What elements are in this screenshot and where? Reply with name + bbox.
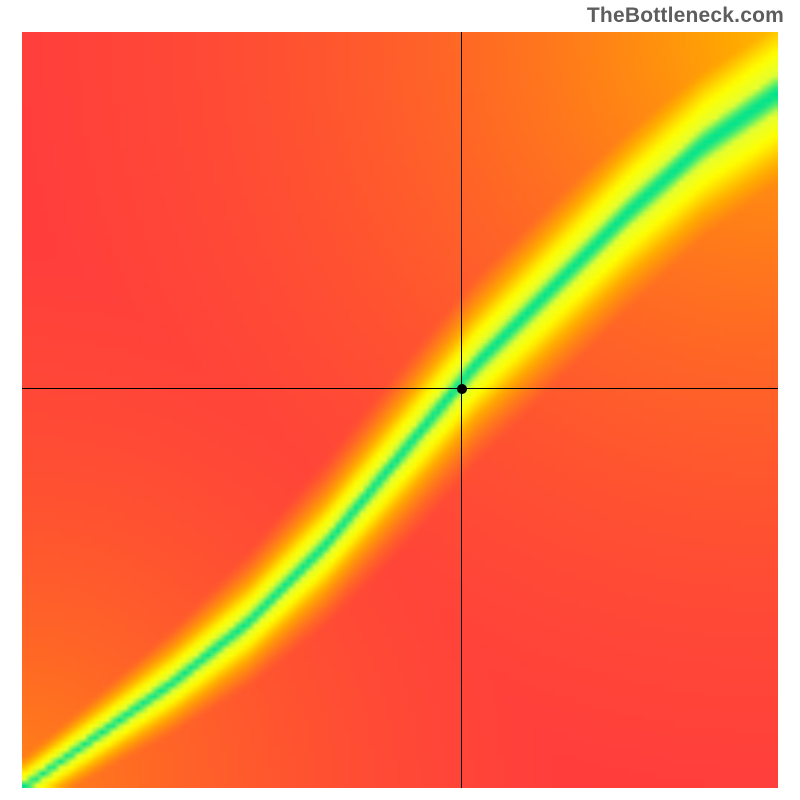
crosshair-vertical (461, 32, 462, 788)
chart-container: TheBottleneck.com (0, 0, 800, 800)
crosshair-horizontal (22, 388, 778, 389)
marker-dot (457, 384, 467, 394)
watermark-text: TheBottleneck.com (587, 4, 784, 28)
heatmap-canvas (22, 32, 778, 788)
chart-area (22, 32, 778, 788)
